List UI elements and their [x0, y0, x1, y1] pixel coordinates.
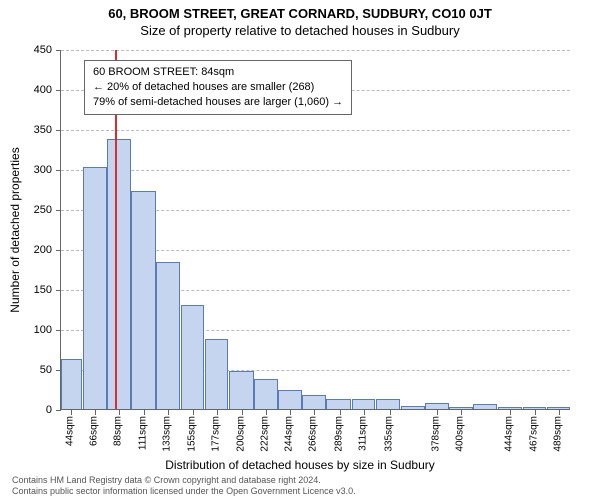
x-tick-mark [535, 410, 536, 415]
x-tick-mark [314, 410, 315, 415]
y-tick-label: 50 [12, 364, 52, 376]
histogram-bar [376, 399, 401, 409]
x-tick-mark [193, 410, 194, 415]
y-tick-mark [56, 410, 61, 411]
x-tick-mark [71, 410, 72, 415]
x-tick-label: 378sqm [431, 416, 442, 452]
y-tick-mark [56, 250, 61, 251]
histogram-bar [61, 359, 82, 409]
histogram-bar [205, 339, 229, 409]
address-title: 60, BROOM STREET, GREAT CORNARD, SUDBURY… [0, 6, 600, 21]
histogram-bar [401, 406, 425, 409]
histogram-bar [181, 305, 205, 409]
x-tick-mark [95, 410, 96, 415]
y-tick-label: 200 [12, 244, 52, 256]
y-tick-label: 100 [12, 324, 52, 336]
annotation-box: 60 BROOM STREET: 84sqm← 20% of detached … [84, 60, 352, 115]
x-tick-mark [266, 410, 267, 415]
x-tick-label: 289sqm [333, 416, 344, 452]
histogram-bar [254, 379, 278, 409]
histogram-bar [131, 191, 156, 409]
y-tick-mark [56, 210, 61, 211]
x-tick-label: 155sqm [186, 416, 197, 452]
x-tick-label: 66sqm [89, 416, 100, 446]
x-tick-mark [390, 410, 391, 415]
y-tick-mark [56, 330, 61, 331]
annotation-line-2: ← 20% of detached houses are smaller (26… [93, 80, 343, 95]
x-tick-label: 133sqm [162, 416, 173, 452]
y-tick-label: 450 [12, 44, 52, 56]
histogram-bar [547, 407, 571, 409]
title-block: 60, BROOM STREET, GREAT CORNARD, SUDBURY… [0, 0, 600, 38]
x-tick-label: 88sqm [113, 416, 124, 446]
y-tick-mark [56, 290, 61, 291]
x-tick-mark [340, 410, 341, 415]
histogram-bar [326, 399, 351, 409]
histogram-bar [523, 407, 547, 409]
gridline [61, 50, 570, 51]
y-tick-label: 250 [12, 204, 52, 216]
chart-container: 60, BROOM STREET, GREAT CORNARD, SUDBURY… [0, 0, 600, 500]
x-tick-label: 400sqm [455, 416, 466, 452]
histogram-bar [473, 404, 497, 409]
y-tick-label: 350 [12, 124, 52, 136]
histogram-bar [229, 371, 254, 409]
y-tick-label: 400 [12, 84, 52, 96]
footer-line-2: Contains public sector information licen… [12, 486, 356, 497]
x-tick-label: 44sqm [64, 416, 75, 446]
histogram-bar [498, 407, 523, 409]
x-tick-mark [290, 410, 291, 415]
x-tick-mark [461, 410, 462, 415]
y-tick-mark [56, 50, 61, 51]
footer-attribution: Contains HM Land Registry data © Crown c… [12, 475, 356, 497]
x-tick-label: 311sqm [357, 416, 368, 451]
x-tick-mark [217, 410, 218, 415]
x-tick-label: 200sqm [235, 416, 246, 452]
histogram-bar [107, 139, 131, 409]
x-tick-label: 266sqm [308, 416, 319, 452]
x-tick-label: 222sqm [260, 416, 271, 452]
x-tick-mark [437, 410, 438, 415]
x-tick-label: 177sqm [210, 416, 221, 452]
x-tick-label: 244sqm [284, 416, 295, 452]
gridline [61, 130, 570, 131]
histogram-bar [302, 395, 326, 409]
y-tick-mark [56, 130, 61, 131]
histogram-bar [83, 167, 107, 409]
x-tick-mark [144, 410, 145, 415]
footer-line-1: Contains HM Land Registry data © Crown c… [12, 475, 356, 486]
y-tick-label: 0 [12, 404, 52, 416]
x-tick-mark [559, 410, 560, 415]
chart-subtitle: Size of property relative to detached ho… [0, 23, 600, 38]
annotation-line-1: 60 BROOM STREET: 84sqm [93, 65, 343, 80]
histogram-bar [278, 390, 302, 409]
x-tick-label: 111sqm [138, 416, 149, 450]
x-tick-label: 444sqm [503, 416, 514, 452]
x-tick-mark [510, 410, 511, 415]
x-tick-mark [119, 410, 120, 415]
gridline [61, 170, 570, 171]
y-tick-label: 150 [12, 284, 52, 296]
x-tick-mark [364, 410, 365, 415]
y-tick-label: 300 [12, 164, 52, 176]
y-tick-mark [56, 170, 61, 171]
x-tick-mark [168, 410, 169, 415]
x-axis-title: Distribution of detached houses by size … [0, 458, 600, 472]
x-tick-label: 335sqm [384, 416, 395, 452]
histogram-bar [449, 407, 473, 409]
y-tick-mark [56, 90, 61, 91]
x-tick-label: 489sqm [552, 416, 563, 452]
annotation-line-3: 79% of semi-detached houses are larger (… [93, 95, 343, 110]
x-tick-label: 467sqm [528, 416, 539, 452]
x-tick-mark [242, 410, 243, 415]
histogram-bar [352, 399, 376, 409]
histogram-bar [425, 403, 449, 409]
histogram-bar [156, 262, 180, 409]
